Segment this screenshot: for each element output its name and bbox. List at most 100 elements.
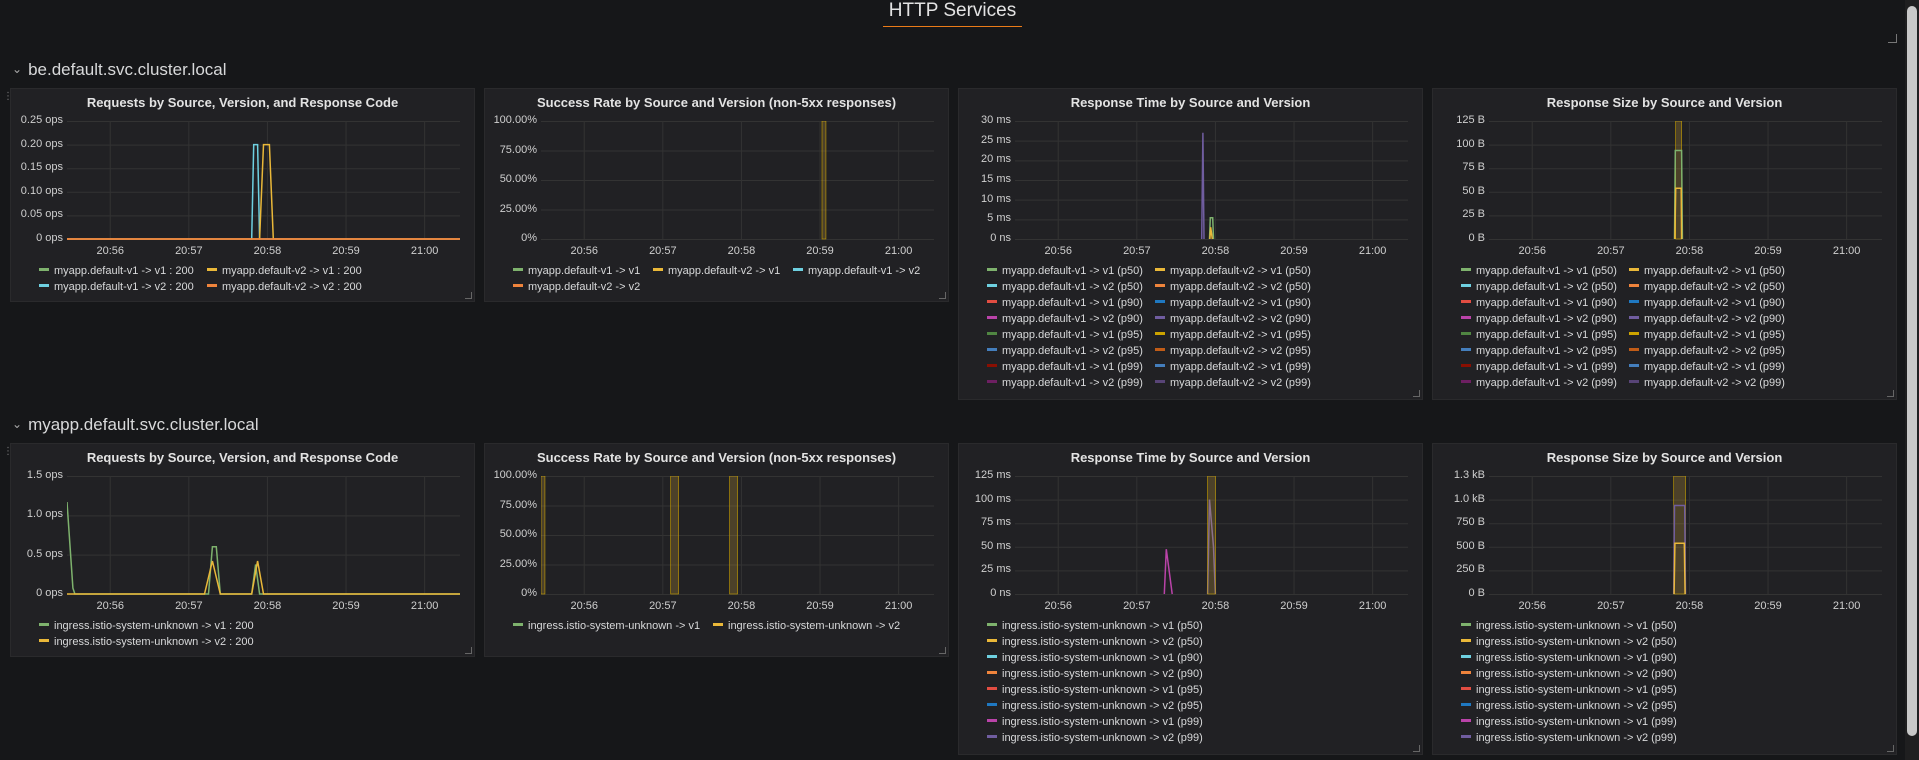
legend-item[interactable]: myapp.default-v1 -> v2 (p90): [987, 313, 1143, 325]
panel[interactable]: Response Size by Source and Version 1.3 k…: [1432, 443, 1897, 755]
drag-handle-icon[interactable]: ⋮: [3, 91, 13, 102]
legend-item[interactable]: myapp.default-v2 -> v2 (p90): [1629, 313, 1785, 325]
legend-item[interactable]: ingress.istio-system-unknown -> v1: [513, 620, 700, 632]
legend-item[interactable]: ingress.istio-system-unknown -> v1 (p90): [1461, 652, 1677, 664]
chart-plot[interactable]: [67, 476, 460, 596]
legend-item[interactable]: myapp.default-v2 -> v1 (p50): [1629, 265, 1785, 277]
legend-item[interactable]: myapp.default-v2 -> v1 : 200: [207, 265, 362, 277]
legend-item[interactable]: ingress.istio-system-unknown -> v2 : 200: [39, 636, 254, 648]
panel-resize-handle[interactable]: [939, 647, 946, 654]
legend-item[interactable]: ingress.istio-system-unknown -> v1 (p90): [987, 652, 1203, 664]
legend-item[interactable]: myapp.default-v1 -> v1: [513, 265, 640, 277]
panel-title[interactable]: Success Rate by Source and Version (non-…: [536, 95, 897, 110]
scrollbar-thumb[interactable]: [1907, 6, 1917, 736]
panel[interactable]: Requests by Source, Version, and Respons…: [10, 443, 475, 657]
legend-item[interactable]: myapp.default-v1 -> v1 (p99): [987, 361, 1143, 373]
legend-item[interactable]: myapp.default-v2 -> v1 (p95): [1155, 329, 1311, 341]
panel-resize-handle[interactable]: [465, 292, 472, 299]
legend-item[interactable]: ingress.istio-system-unknown -> v1 : 200: [39, 620, 254, 632]
legend-item[interactable]: myapp.default-v1 -> v2 (p95): [987, 345, 1143, 357]
legend-item[interactable]: myapp.default-v2 -> v2 (p95): [1155, 345, 1311, 357]
legend-item[interactable]: myapp.default-v1 -> v2: [793, 265, 920, 277]
legend-item[interactable]: myapp.default-v1 -> v2 : 200: [39, 281, 194, 293]
dashboard-title[interactable]: HTTP Services: [882, 0, 1023, 27]
legend-item[interactable]: ingress.istio-system-unknown -> v1 (p50): [1461, 620, 1677, 632]
panel-title[interactable]: Success Rate by Source and Version (non-…: [536, 450, 897, 465]
legend-item[interactable]: myapp.default-v2 -> v1 (p99): [1629, 361, 1785, 373]
panel-resize-handle[interactable]: [939, 292, 946, 299]
legend-item[interactable]: myapp.default-v2 -> v1 (p90): [1155, 297, 1311, 309]
legend-item[interactable]: myapp.default-v2 -> v2 (p90): [1155, 313, 1311, 325]
legend-item[interactable]: ingress.istio-system-unknown -> v2 (p50): [1461, 636, 1677, 648]
resize-grip-icon[interactable]: [1888, 34, 1897, 43]
chevron-down-icon[interactable]: ⌄: [12, 62, 23, 76]
panel[interactable]: Response Time by Source and Version 125 m…: [958, 443, 1423, 755]
legend-item[interactable]: myapp.default-v2 -> v1 (p50): [1155, 265, 1311, 277]
legend-item[interactable]: ingress.istio-system-unknown -> v2 (p95): [1461, 700, 1677, 712]
legend-item[interactable]: myapp.default-v2 -> v1 (p99): [1155, 361, 1311, 373]
legend-item[interactable]: ingress.istio-system-unknown -> v2 (p50): [987, 636, 1203, 648]
panel[interactable]: Response Size by Source and Version 125 B…: [1432, 88, 1897, 400]
legend-item[interactable]: myapp.default-v1 -> v2 (p50): [1461, 281, 1617, 293]
panel-resize-handle[interactable]: [1413, 745, 1420, 752]
scrollbar[interactable]: [1905, 0, 1919, 760]
legend-item[interactable]: myapp.default-v2 -> v2 (p50): [1629, 281, 1785, 293]
legend-item[interactable]: myapp.default-v1 -> v2 (p90): [1461, 313, 1617, 325]
legend-item[interactable]: myapp.default-v1 -> v1 (p50): [987, 265, 1143, 277]
legend-item[interactable]: myapp.default-v1 -> v2 (p99): [1461, 377, 1617, 389]
chart-plot[interactable]: [1489, 476, 1882, 596]
chart-plot[interactable]: [541, 121, 934, 241]
legend-item[interactable]: myapp.default-v1 -> v1 (p90): [987, 297, 1143, 309]
legend-item[interactable]: myapp.default-v1 -> v1 (p99): [1461, 361, 1617, 373]
panel-resize-handle[interactable]: [1413, 390, 1420, 397]
panel-resize-handle[interactable]: [1887, 745, 1894, 752]
legend-item[interactable]: myapp.default-v1 -> v1 : 200: [39, 265, 194, 277]
legend-item[interactable]: ingress.istio-system-unknown -> v1 (p50): [987, 620, 1203, 632]
panel[interactable]: Success Rate by Source and Version (non-…: [484, 88, 949, 302]
legend-item[interactable]: ingress.istio-system-unknown -> v2 (p90): [987, 668, 1203, 680]
panel-title[interactable]: Response Size by Source and Version: [1546, 450, 1783, 465]
panel-resize-handle[interactable]: [465, 647, 472, 654]
legend-item[interactable]: myapp.default-v1 -> v2 (p50): [987, 281, 1143, 293]
legend-item[interactable]: myapp.default-v1 -> v1 (p50): [1461, 265, 1617, 277]
legend-item[interactable]: myapp.default-v1 -> v2 (p99): [987, 377, 1143, 389]
legend-item[interactable]: ingress.istio-system-unknown -> v2: [713, 620, 900, 632]
legend-item[interactable]: myapp.default-v2 -> v2 (p95): [1629, 345, 1785, 357]
legend-item[interactable]: myapp.default-v2 -> v1: [653, 265, 780, 277]
panel[interactable]: Success Rate by Source and Version (non-…: [484, 443, 949, 657]
legend-item[interactable]: ingress.istio-system-unknown -> v1 (p99): [1461, 716, 1677, 728]
panel-title[interactable]: Requests by Source, Version, and Respons…: [86, 450, 399, 465]
legend-item[interactable]: myapp.default-v1 -> v1 (p90): [1461, 297, 1617, 309]
legend-item[interactable]: myapp.default-v2 -> v2 (p50): [1155, 281, 1311, 293]
legend-item[interactable]: ingress.istio-system-unknown -> v1 (p95): [1461, 684, 1677, 696]
chart-plot[interactable]: [1015, 121, 1408, 241]
legend-item[interactable]: myapp.default-v2 -> v2 (p99): [1629, 377, 1785, 389]
row-header-be[interactable]: ⌄ be.default.svc.cluster.local: [12, 60, 227, 80]
legend-item[interactable]: myapp.default-v2 -> v2 : 200: [207, 281, 362, 293]
legend-item[interactable]: ingress.istio-system-unknown -> v2 (p90): [1461, 668, 1677, 680]
panel[interactable]: Requests by Source, Version, and Respons…: [10, 88, 475, 302]
legend-item[interactable]: myapp.default-v2 -> v1 (p95): [1629, 329, 1785, 341]
legend-item[interactable]: ingress.istio-system-unknown -> v2 (p95): [987, 700, 1203, 712]
legend-item[interactable]: ingress.istio-system-unknown -> v2 (p99): [987, 732, 1203, 744]
panel-title[interactable]: Response Time by Source and Version: [1070, 95, 1311, 110]
legend-item[interactable]: myapp.default-v2 -> v2: [513, 281, 640, 293]
legend-item[interactable]: ingress.istio-system-unknown -> v1 (p95): [987, 684, 1203, 696]
row-header-myapp[interactable]: ⌄ myapp.default.svc.cluster.local: [12, 415, 259, 435]
panel-title[interactable]: Requests by Source, Version, and Respons…: [86, 95, 399, 110]
legend-item[interactable]: ingress.istio-system-unknown -> v2 (p99): [1461, 732, 1677, 744]
chart-plot[interactable]: [1489, 121, 1882, 241]
panel[interactable]: Response Time by Source and Version 30 ms…: [958, 88, 1423, 400]
panel-title[interactable]: Response Time by Source and Version: [1070, 450, 1311, 465]
legend-item[interactable]: myapp.default-v2 -> v1 (p90): [1629, 297, 1785, 309]
chart-plot[interactable]: [1015, 476, 1408, 596]
panel-title[interactable]: Response Size by Source and Version: [1546, 95, 1783, 110]
legend-item[interactable]: myapp.default-v2 -> v2 (p99): [1155, 377, 1311, 389]
chart-plot[interactable]: [541, 476, 934, 596]
panel-resize-handle[interactable]: [1887, 390, 1894, 397]
legend-item[interactable]: ingress.istio-system-unknown -> v1 (p99): [987, 716, 1203, 728]
legend-item[interactable]: myapp.default-v1 -> v2 (p95): [1461, 345, 1617, 357]
legend-item[interactable]: myapp.default-v1 -> v1 (p95): [1461, 329, 1617, 341]
chevron-down-icon[interactable]: ⌄: [12, 417, 23, 431]
legend-item[interactable]: myapp.default-v1 -> v1 (p95): [987, 329, 1143, 341]
